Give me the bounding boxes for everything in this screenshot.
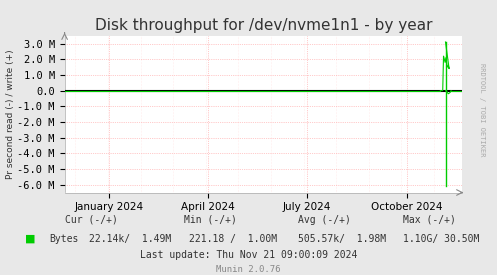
Text: Last update: Thu Nov 21 09:00:09 2024: Last update: Thu Nov 21 09:00:09 2024: [140, 251, 357, 260]
Y-axis label: Pr second read (-) / write (+): Pr second read (-) / write (+): [5, 49, 14, 179]
Text: 22.14k/  1.49M: 22.14k/ 1.49M: [89, 234, 171, 244]
Text: 505.57k/  1.98M: 505.57k/ 1.98M: [298, 234, 386, 244]
Text: Avg (-/+): Avg (-/+): [298, 215, 351, 225]
Text: Bytes: Bytes: [50, 234, 79, 244]
Text: 221.18 /  1.00M: 221.18 / 1.00M: [189, 234, 277, 244]
Text: Max (-/+): Max (-/+): [403, 215, 455, 225]
Text: Min (-/+): Min (-/+): [184, 215, 237, 225]
Text: 1.10G/ 30.50M: 1.10G/ 30.50M: [403, 234, 479, 244]
Text: Cur (-/+): Cur (-/+): [65, 215, 117, 225]
Text: Munin 2.0.76: Munin 2.0.76: [216, 265, 281, 274]
Text: ■: ■: [25, 234, 35, 244]
Title: Disk throughput for /dev/nvme1n1 - by year: Disk throughput for /dev/nvme1n1 - by ye…: [94, 18, 432, 33]
Text: RRDTOOL / TOBI OETIKER: RRDTOOL / TOBI OETIKER: [479, 63, 485, 157]
